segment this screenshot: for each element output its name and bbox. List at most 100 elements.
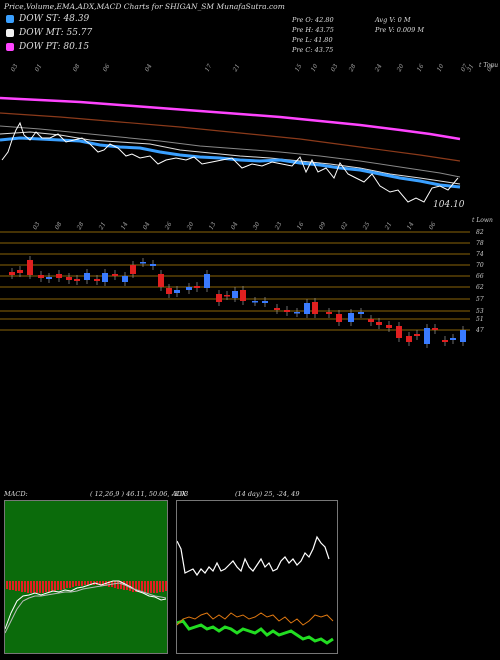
macd-histogram-bar [75, 581, 77, 586]
legend-label-st: DOW ST: 48.39 [19, 14, 90, 24]
candle-body [194, 286, 200, 288]
macd-histogram-bar [153, 581, 155, 593]
price-date-tick: 25 [361, 221, 371, 232]
pt-swatch-icon [6, 43, 14, 51]
top-date-tick: 17 [204, 63, 214, 73]
price-level-label: 53 [476, 308, 484, 315]
candle-body [158, 274, 164, 287]
macd-histogram-bar [108, 581, 110, 587]
macd-histogram-bar [81, 581, 83, 586]
ema-panel: 03 01 08 06 04 17 21 15 10 03 28 24 20 16 10 07 04 31 104… [0, 63, 496, 210]
candle-body [102, 273, 108, 282]
macd-histogram-bar [96, 581, 98, 585]
price-level-label: 78 [476, 240, 484, 247]
candle-body [174, 290, 180, 293]
macd-histogram-bar [123, 581, 125, 590]
price-date-tick: 09 [318, 221, 328, 231]
top-date-tick: 21 [231, 63, 241, 74]
mt-ema-line [0, 131, 461, 185]
macd-panel [4, 500, 168, 654]
candle-body [240, 290, 246, 301]
macd-histogram-bar [102, 581, 104, 586]
macd-histogram-bar [99, 581, 101, 585]
price-date-tick: 20 [185, 221, 195, 232]
macd-histogram-bar [156, 581, 158, 593]
candle-body [406, 336, 412, 342]
macd-histogram-bar [135, 581, 137, 592]
candle-body [216, 294, 222, 302]
macd-histogram-bar [57, 581, 59, 590]
candle-body [432, 328, 438, 330]
candle-body [46, 277, 52, 279]
macd-histogram-bar [90, 581, 92, 585]
candle-body [186, 287, 192, 290]
top-date-tick: 24 [373, 63, 383, 74]
price-date-tick: 28 [75, 221, 85, 232]
info-open: Pre O: 42.80 [292, 16, 334, 24]
macd-histogram-bar [30, 581, 32, 593]
price-date-tick: 30 [252, 221, 262, 231]
top-date-tick: 03 [10, 63, 20, 73]
candle-body [252, 301, 258, 303]
top-date-tick: 08 [72, 63, 82, 73]
legend-item-pt: DOW PT: 80.15 [6, 42, 89, 52]
price-date-tick: 02 [340, 221, 350, 231]
price-date-tick: 03 [32, 221, 42, 231]
candle-body [274, 308, 280, 310]
price-date-tick: 06 [428, 221, 438, 231]
candle-body [424, 328, 430, 344]
top-date-tick: 10 [436, 63, 446, 73]
top-date-tick: 07 [460, 63, 470, 73]
macd-histogram-bar [144, 581, 146, 593]
info-close: Pre C: 43.75 [292, 46, 334, 54]
macd-histogram-bar [39, 581, 41, 593]
top-date-tick: 01 [34, 63, 44, 73]
macd-label: MACD: [4, 490, 28, 498]
pt-ema-line [0, 96, 461, 141]
price-date-tick: 16 [296, 221, 306, 231]
candle-body [56, 274, 62, 278]
candle-body [368, 319, 374, 322]
macd-histogram-bar [24, 581, 26, 592]
macd-histogram-bar [60, 581, 62, 590]
adx-label: ADX [172, 490, 187, 498]
adx-values: (14 day) 25, -24, 49 [235, 490, 300, 498]
price-date-tick: 23 [273, 221, 283, 232]
macd-values: ( 12,26,9 ) 46.11, 50.06, -3.93 [90, 490, 189, 498]
macd-histogram-bar [42, 581, 44, 593]
macd-histogram-bar [33, 581, 35, 593]
top-date-tick: 16 [416, 63, 426, 73]
price-level-label: 66 [476, 273, 484, 280]
candle-body [358, 312, 364, 314]
price-level-label: 74 [476, 251, 484, 258]
candle-body [386, 325, 392, 328]
price-date-tick: 21 [97, 221, 107, 232]
candle-body [84, 273, 90, 280]
candle-body [450, 338, 456, 340]
chart-title: Price,Volume,EMA,ADX,MACD Charts for SHI… [4, 2, 285, 11]
top-date-tick: 04 [486, 63, 496, 73]
top-panel-corner-label: t Topu [479, 62, 499, 69]
macd-histogram-bar [27, 581, 29, 593]
top-date-tick: 06 [102, 63, 112, 73]
top-date-tick: 28 [347, 63, 357, 74]
candle-body [94, 279, 100, 281]
candle-body [414, 334, 420, 336]
candle-body [460, 330, 466, 342]
macd-histogram-bar [138, 581, 140, 592]
candle-body [284, 310, 290, 312]
price-line [1, 121, 459, 203]
adx-line [177, 535, 330, 577]
info-low: Pre L: 41.80 [292, 36, 333, 44]
macd-histogram-bar [162, 581, 164, 592]
macd-histogram-bar [159, 581, 161, 592]
macd-histogram-bar [78, 581, 80, 586]
price-level-label: 51 [476, 316, 484, 323]
candle-body [326, 312, 332, 314]
candle-body [204, 274, 210, 288]
macd-histogram-bar [141, 581, 143, 593]
minus-di-line [177, 612, 334, 626]
top-date-tick: 20 [395, 63, 405, 74]
candle-body [262, 301, 268, 303]
info-high: Pre H: 43.75 [292, 26, 334, 34]
